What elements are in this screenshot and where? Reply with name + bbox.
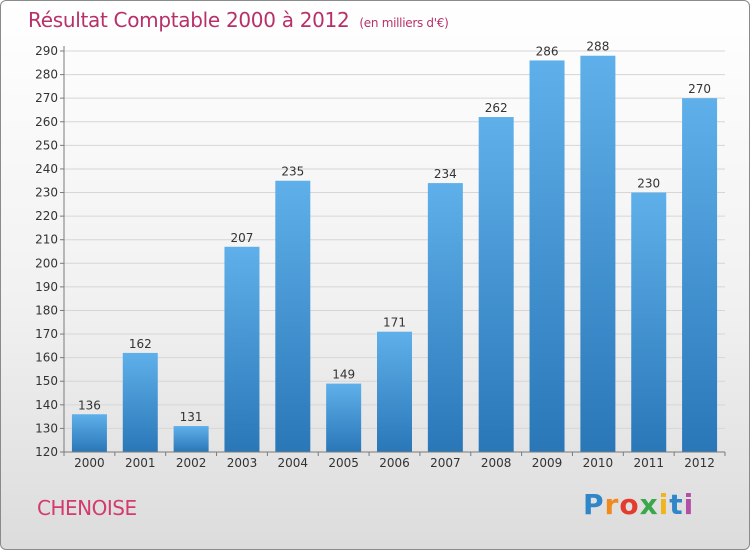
logo-letter: t [669,488,684,521]
x-tick-label: 2005 [328,456,359,470]
bar-2008 [478,117,514,452]
y-tick-label: 120 [35,445,58,459]
y-tick-label: 130 [35,421,58,435]
axes [63,46,725,453]
bar-value-label: 270 [688,82,711,96]
x-tick-label: 2007 [430,456,461,470]
bar-value-label: 171 [383,316,406,330]
x-tick-label: 2003 [227,456,258,470]
y-tick-label: 150 [35,374,58,388]
chart-title-unit: (en milliers d'€) [359,16,449,30]
bar-value-label: 262 [485,101,508,115]
bar-value-label: 149 [332,368,355,382]
bar-2002 [173,426,209,452]
bar-2012 [682,98,718,453]
x-tick-label: 2002 [176,456,207,470]
y-tick-label: 240 [35,162,58,176]
bar-value-label: 131 [180,410,203,424]
x-tick-label: 2009 [532,456,563,470]
y-tick-label: 190 [35,280,58,294]
bars: 136 162 131 207 235 149 171 234 262 286 288 230 270 [71,40,718,453]
y-axis-ticks: 120 130 140 150 160 170 180 190 200 210 220 230 240 2… [35,44,64,459]
bar-2001 [122,352,158,452]
y-tick-label: 220 [35,209,58,223]
y-tick-label: 270 [35,91,58,105]
logo-letter: i [658,488,670,521]
logo-letter: P [583,488,605,521]
logo-letter: x [639,488,659,521]
bar-2006 [377,331,412,452]
y-tick-label: 250 [35,138,58,152]
y-tick-label: 170 [35,327,58,341]
y-tick-label: 160 [35,351,58,365]
logo-letter: i [683,488,695,521]
bar-value-label: 136 [78,398,101,412]
bar-value-label: 286 [536,44,559,58]
y-tick-label: 230 [35,186,58,200]
x-tick-label: 2010 [583,456,614,470]
bar-2005 [326,383,362,452]
x-tick-label: 2012 [684,456,715,470]
bar-2003 [224,246,260,452]
bar-value-label: 235 [281,165,304,179]
bar-value-label: 162 [129,337,152,351]
bar-2009 [529,60,565,452]
x-tick-label: 2001 [125,456,156,470]
x-tick-label: 2006 [379,456,410,470]
bar-2000 [71,414,107,452]
chart-title: Résultat Comptable 2000 à 2012 (en millie… [28,8,449,32]
bar-value-label: 207 [231,231,254,245]
bar-2011 [631,192,667,452]
x-tick-label: 2000 [74,456,105,470]
y-tick-label: 180 [35,303,58,317]
x-tick-label: 2008 [481,456,512,470]
x-axis-ticks: 2000 2001 2002 2003 2004 2005 2006 2007 2008 2009… [63,452,726,470]
y-tick-label: 140 [35,398,58,412]
commune-name: CHENOISE [37,496,137,520]
y-tick-label: 210 [35,233,58,247]
x-tick-label: 2011 [633,456,664,470]
bar-2004 [275,180,311,452]
y-tick-label: 280 [35,68,58,82]
y-tick-label: 260 [35,115,58,129]
bar-2007 [427,183,463,452]
proxiti-logo: Proxiti [583,488,694,521]
y-tick-label: 200 [35,256,58,270]
y-tick-label: 290 [35,44,58,58]
logo-letter: o [619,488,640,521]
chart-title-text: Résultat Comptable 2000 à 2012 [28,8,350,32]
bar-value-label: 230 [637,177,660,191]
x-tick-label: 2004 [278,456,309,470]
bar-2010 [580,55,616,452]
bar-value-label: 288 [586,40,609,54]
bar-value-label: 234 [434,167,457,181]
logo-letter: r [604,488,620,521]
